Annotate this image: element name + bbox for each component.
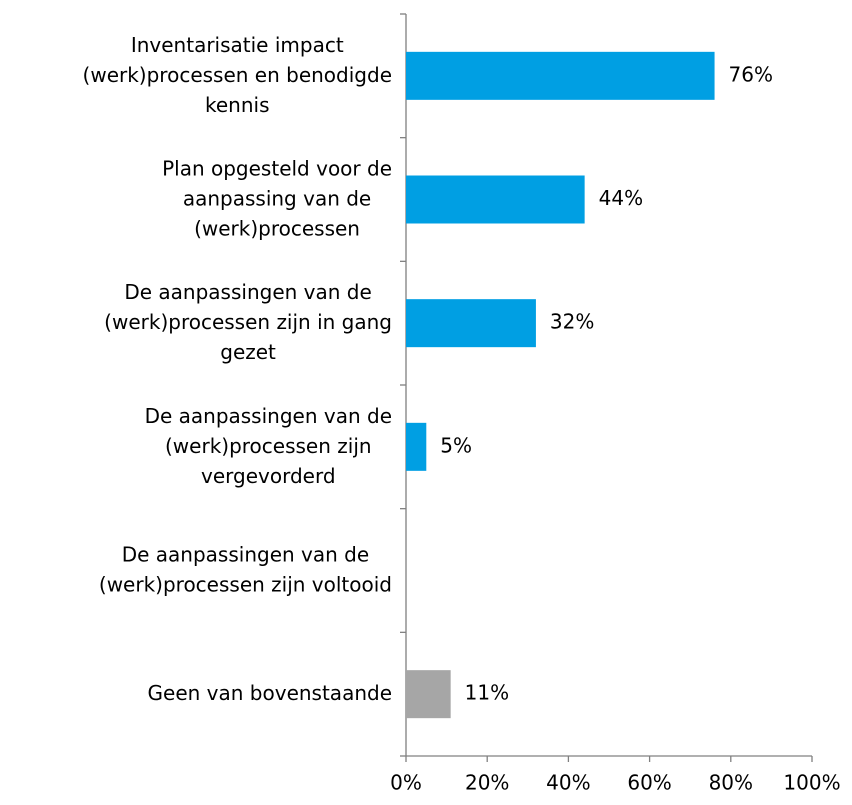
label-line: (werk)processen zijn [165, 433, 372, 457]
label-line: (werk)processen zijn in gang [104, 310, 392, 334]
x-tick-label: 60% [627, 771, 671, 795]
value-label: 11% [465, 681, 509, 705]
x-tick-label: 100% [783, 771, 840, 795]
label-line: De aanpassingen van de [122, 542, 369, 566]
label-line: De aanpassingen van de [145, 403, 392, 427]
category-label: Plan opgesteld voor de aanpassing van de (… [162, 156, 392, 240]
x-tick-label: 20% [465, 771, 509, 795]
label-line: Geen van bovenstaande [148, 681, 392, 705]
label-line: (werk)processen [194, 216, 360, 240]
x-tick-label: 40% [546, 771, 590, 795]
bar [406, 175, 585, 224]
bar [406, 422, 427, 471]
category-label: De aanpassingen van de (werk)processen zi… [145, 403, 392, 487]
x-tick-label: 0% [390, 771, 422, 795]
category-label: Inventarisatie impact (werk)processen en … [83, 32, 392, 116]
bar [406, 299, 536, 348]
value-label: 32% [550, 310, 594, 334]
value-label: 76% [729, 62, 773, 86]
value-label: 5% [440, 433, 472, 457]
bar [406, 51, 715, 100]
bar [406, 670, 451, 719]
x-tick-label: 80% [709, 771, 753, 795]
category-label: De aanpassingen van de (werk)processen zi… [99, 542, 392, 596]
label-line: De aanpassingen van de [124, 280, 371, 304]
label-line: vergevorderd [201, 463, 336, 487]
category-label: Geen van bovenstaande [148, 681, 392, 705]
label-line: Plan opgesteld voor de [162, 156, 392, 180]
label-line: aanpassing van de [183, 186, 371, 210]
category-label: De aanpassingen van de (werk)processen zi… [104, 280, 392, 364]
label-line: Inventarisatie impact [131, 32, 344, 56]
value-label: 44% [599, 186, 643, 210]
label-line: (werk)processen zijn voltooid [99, 572, 392, 596]
label-line: kennis [205, 92, 270, 116]
label-line: gezet [220, 340, 276, 364]
label-line: (werk)processen en benodigde [83, 62, 392, 86]
